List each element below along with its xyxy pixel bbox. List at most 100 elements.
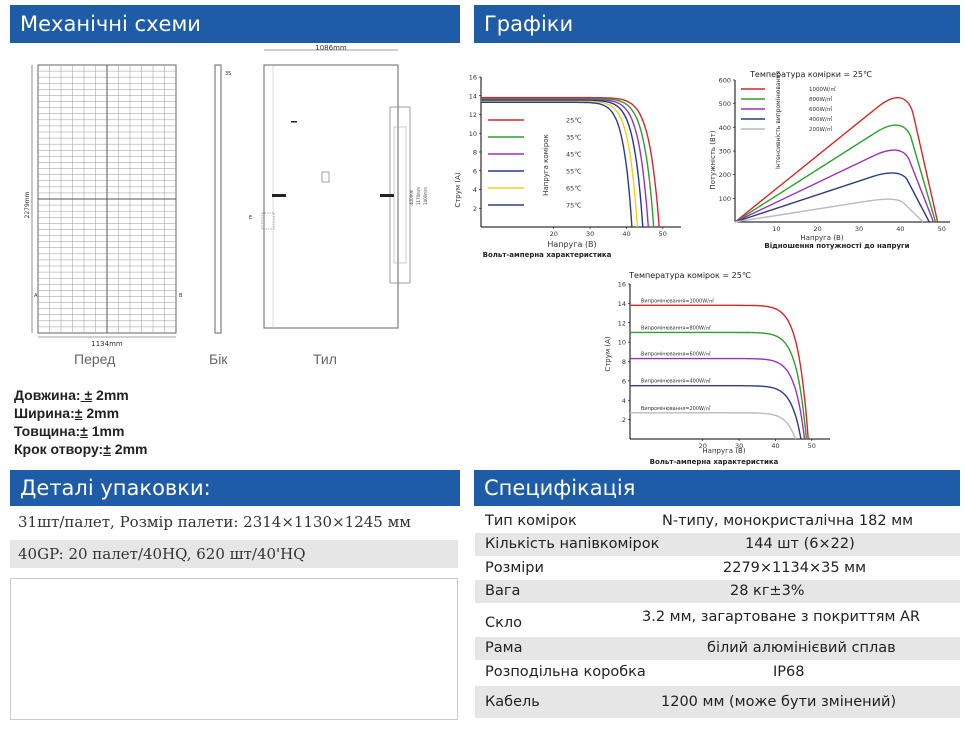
y-tick-label: 16	[469, 74, 477, 82]
side-thickness-label: 35	[225, 71, 231, 77]
chart2-ylabel: Потужність (Вт)	[709, 130, 717, 189]
spec-value: 28 кг±3%	[730, 583, 805, 599]
tol-width-label: Ширина:	[14, 405, 75, 421]
chart3-series-3	[630, 385, 802, 440]
mechanical-drawings: 1134mm 2279mm A B 35 1086mm E 400mm 1170…	[24, 45, 428, 348]
spec-key: Вага	[485, 583, 521, 599]
x-tick-label: 30	[735, 442, 743, 450]
tol-length-value: 2mm	[96, 387, 129, 403]
chart1-legend-label: 35℃	[566, 134, 582, 142]
tol-length-sym: ±	[84, 387, 93, 403]
x-tick-label: 40	[622, 230, 630, 238]
spec-key: Кабель	[485, 694, 540, 710]
iv-temperature-chart: 20 30 40 50 2 4 6 8 10 12 14 16 Вольт-амперна харак…	[454, 74, 681, 259]
x-tick-label: 20	[699, 442, 707, 450]
packing-row-2: 40GP: 20 палет/40HQ, 620 шт/40'HQ	[10, 540, 458, 568]
y-tick-label: 2	[622, 416, 626, 424]
y-tick-label: 2	[473, 205, 477, 213]
spec-header: Специфікація	[474, 470, 960, 506]
y-tick-label: 12	[618, 319, 626, 327]
chart2-legend-label: 1000W/㎡	[809, 85, 836, 93]
spec-value: 1200 мм (може бути змінений)	[661, 694, 897, 710]
pv-chart: 10 20 30 40 50 100 200 300 400 500 600 Температура…	[709, 70, 950, 250]
front-height-label: 2279mm	[24, 191, 31, 218]
y-tick-label: 8	[622, 358, 626, 366]
y-tick-label: 10	[469, 130, 477, 138]
spec-key: Кількість напівкомірок	[485, 536, 660, 552]
x-tick-label: 10	[772, 225, 780, 233]
spec-value: 2279×1134×35 мм	[723, 560, 867, 576]
chart3-series-label: Випромінювання=200W/㎡	[641, 405, 711, 412]
x-tick-label: 50	[659, 230, 667, 238]
chart2-subtitle: Температура комірки = 25℃	[749, 70, 872, 79]
spec-value: білий алюмінієвий сплав	[707, 640, 896, 656]
tol-width-sym: ±	[74, 405, 83, 421]
chart2-legend-label: 400W/㎡	[809, 115, 833, 123]
chart2-xlabel: Напруга (В)	[800, 234, 843, 242]
tol-thickness-value: 1mm	[91, 423, 125, 439]
chart3-series-label: Випромінювання=400W/㎡	[641, 378, 711, 385]
chart2-series-2	[734, 149, 935, 223]
chart1-legend-label: 25℃	[566, 117, 582, 125]
y-tick-label: 16	[618, 281, 626, 289]
y-tick-label: 8	[473, 149, 477, 157]
caption-side: Бік	[209, 351, 228, 367]
chart2-series-1	[734, 124, 937, 223]
back-dim-1: 400mm	[409, 189, 414, 205]
tol-hole-label: Крок отвору:	[14, 441, 104, 457]
spec-row-dimensions: Розміри 2279×1134×35 мм	[475, 556, 960, 580]
front-dim-a: A	[34, 293, 38, 299]
spec-row-weight: Вага 28 кг±3%	[475, 580, 960, 603]
packing-image-box	[10, 578, 458, 720]
y-tick-label: 400	[719, 124, 731, 132]
spec-value: 3.2 мм, загартоване з покриттям AR	[642, 609, 921, 625]
charts-header-text: Графіки	[484, 12, 574, 36]
y-tick-label: 4	[622, 397, 626, 405]
chart3-series-label: Випромінювання=800W/㎡	[641, 324, 711, 331]
x-tick-label: 20	[550, 230, 558, 238]
spec-key: Скло	[485, 615, 523, 631]
chart1-legend-label: 75℃	[566, 202, 582, 210]
y-tick-label: 500	[719, 100, 731, 108]
front-dim-b: B	[179, 293, 183, 299]
mechanical-header-text: Механічні схеми	[20, 12, 201, 36]
back-dim-3: 1400mm	[423, 187, 428, 205]
x-tick-label: 40	[896, 225, 904, 233]
y-tick-label: 4	[473, 186, 477, 194]
chart1-legend-label: 55℃	[566, 168, 582, 176]
tol-width: Ширина:± 2mm	[14, 405, 119, 421]
x-tick-label: 50	[808, 442, 816, 450]
spec-key: Розміри	[485, 560, 544, 576]
charts-header: Графіки	[474, 5, 960, 43]
chart3-series-0	[630, 304, 809, 440]
y-tick-label: 10	[618, 339, 626, 347]
chart1-series-3	[481, 99, 644, 228]
spec-header-text: Специфікація	[484, 476, 636, 500]
chart2-title: Відношення потужності до напруги	[764, 242, 909, 250]
x-tick-label: 20	[814, 225, 822, 233]
tol-hole-pitch: Крок отвору:± 2mm	[14, 441, 147, 457]
tol-hole-sym: ±	[103, 441, 111, 457]
chart1-title: Вольт-амперна характеристика	[483, 251, 612, 259]
chart1-legend-title: Напруга комірок	[542, 134, 550, 196]
tol-thickness: Товщина:± 1mm	[14, 423, 124, 439]
x-tick-label: 30	[855, 225, 863, 233]
front-panel-drawing: 1134mm 2279mm A B	[24, 64, 183, 348]
caption-front: Перед	[74, 351, 116, 367]
spec-key: Тип комірок	[485, 513, 577, 529]
chart1-legend-label: 45℃	[566, 151, 582, 159]
chart2-legend-label: 200W/㎡	[809, 125, 833, 133]
back-dim-2: 1170mm	[416, 187, 421, 205]
chart3-series-1	[630, 331, 808, 440]
back-width-label: 1086mm	[315, 45, 347, 52]
mechanical-header: Механічні схеми	[10, 5, 460, 43]
spec-key: Розподільна коробка	[485, 664, 646, 680]
x-tick-label: 30	[586, 230, 594, 238]
chart2-series-4	[734, 198, 924, 223]
chart3-title: Вольт-амперна характеристика	[650, 458, 779, 466]
tol-length-label: Довжина:	[14, 387, 81, 403]
back-dim-e: E	[249, 215, 252, 221]
chart3-series-label: Випромінювання=1000W/㎡	[641, 297, 714, 304]
packing-header: Деталі упаковки:	[10, 470, 460, 506]
y-tick-label: 6	[473, 167, 477, 175]
